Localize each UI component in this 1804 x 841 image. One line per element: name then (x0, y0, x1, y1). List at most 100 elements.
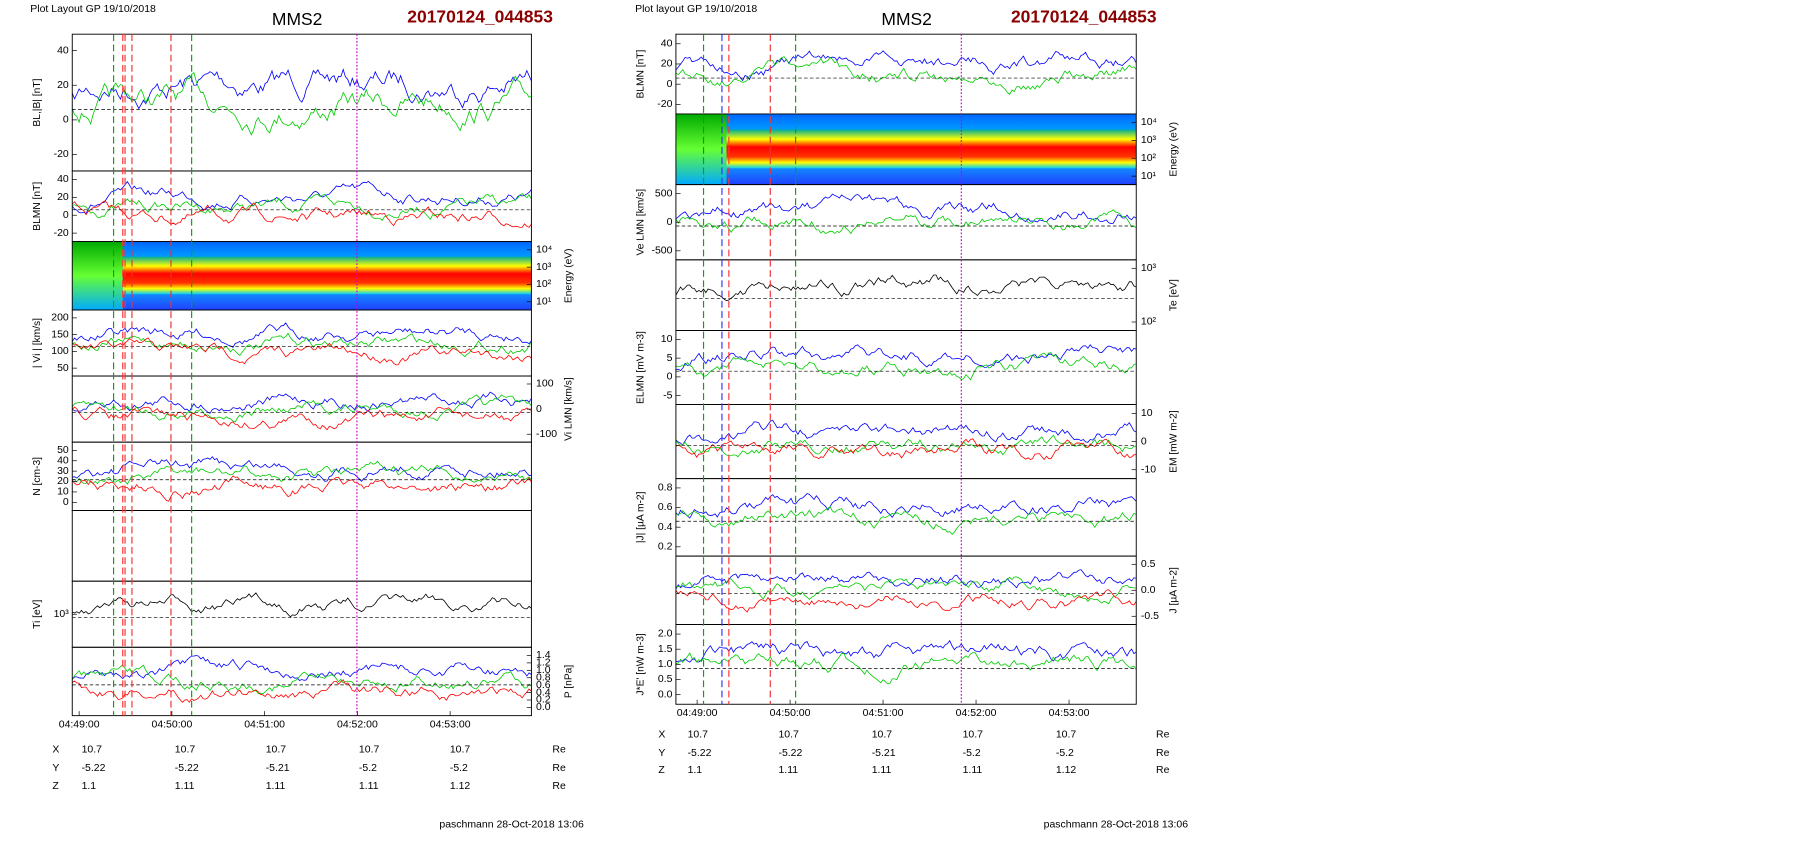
y-axis-label: Ti [eV] (32, 600, 43, 629)
ephemeris-value: -5.2 (963, 748, 981, 759)
y-tick-label: 100 (51, 346, 69, 357)
panel-frame (675, 555, 1137, 625)
trace (71, 664, 532, 695)
ephemeris-value: 10.7 (450, 745, 471, 756)
ephemeris-value: 1.1 (688, 765, 703, 776)
trace (675, 56, 1137, 95)
x-tick-label: 04:52:00 (337, 720, 378, 731)
ephemeris-value: 10.7 (175, 745, 196, 756)
y-tick-label: 20 (661, 59, 673, 70)
y-tick-label: -500 (651, 246, 672, 257)
layout-label: Plot layout GP 19/10/2018 (635, 4, 757, 15)
y-tick-label: 10¹ (1141, 171, 1157, 182)
spacecraft: MMS2 (272, 9, 322, 29)
trace (72, 193, 532, 222)
footer: paschmann 28-Oct-2018 13:06 (439, 820, 584, 831)
y-tick-label: 40 (57, 174, 69, 185)
ephemeris-value: 1.11 (175, 781, 195, 792)
y-axis-label: BL,|B| [nT] (32, 78, 43, 126)
trace (675, 639, 1137, 663)
x-tick-label: 04:50:00 (770, 708, 811, 719)
y-tick-label: 5 (667, 353, 673, 364)
ephemeris-value: 1.1 (82, 781, 97, 792)
panel-frame (675, 33, 1137, 115)
y-tick-label: 10² (1141, 153, 1157, 164)
trace (675, 576, 1137, 605)
y-tick-label: 0.6 (658, 502, 673, 513)
ephemeris-value: 1.12 (1056, 765, 1077, 776)
trace (675, 209, 1137, 235)
y-axis-label: BLMN [nT] (32, 182, 43, 231)
ephemeris-value: -5.2 (1056, 748, 1074, 759)
y-tick-label: 1.4 (536, 650, 551, 661)
trace (675, 438, 1137, 461)
footer: paschmann 28-Oct-2018 13:06 (1044, 820, 1189, 831)
y-tick-label: 0.4 (658, 522, 673, 533)
y-tick-label: 10⁴ (536, 245, 552, 256)
ephemeris-value: 10.7 (82, 745, 103, 756)
x-tick-label: 04:52:00 (956, 708, 997, 719)
trace (675, 344, 1137, 372)
panel-frame (675, 184, 1137, 261)
ephemeris-value: 1.11 (266, 781, 286, 792)
ephemeris-value: 1.11 (872, 765, 892, 776)
y-tick-label: 10 (661, 334, 673, 345)
panel-frame (675, 404, 1137, 480)
panel-frame (71, 510, 532, 582)
trace (675, 352, 1137, 381)
y-tick-label: -10 (1141, 465, 1156, 476)
y-tick-label: 20 (57, 192, 69, 203)
trace (675, 569, 1137, 590)
trace (675, 193, 1137, 224)
y-tick-label: -20 (54, 149, 69, 160)
ephemeris-value: 1.11 (359, 781, 379, 792)
x-tick-label: 04:53:00 (430, 720, 471, 731)
trace (71, 72, 532, 136)
y-tick-label: 40 (57, 456, 69, 467)
ephemeris-value: 1.12 (450, 781, 471, 792)
y-tick-label: 150 (51, 329, 69, 340)
ephemeris-unit: Re (1156, 748, 1170, 759)
trace (71, 200, 532, 228)
y-tick-label: 2.0 (658, 629, 673, 640)
y-axis-label: P [nPa] (563, 665, 574, 699)
y-tick-label: -20 (54, 228, 69, 239)
y-tick-label: 10² (536, 279, 552, 290)
y-axis-label: Te [eV] (1168, 279, 1179, 311)
y-axis-label: J [µA m-2] (1168, 567, 1179, 613)
y-tick-label: 0.8 (658, 483, 673, 494)
y-tick-label: -0.5 (1141, 611, 1159, 622)
y-tick-label: 10³ (1141, 135, 1157, 146)
layout-label: Plot Layout GP 19/10/2018 (30, 4, 156, 15)
ephemeris-unit: Re (552, 763, 566, 774)
y-axis-label: Ve LMN [km/s] (636, 189, 647, 256)
x-tick-label: 04:50:00 (152, 720, 193, 731)
trace (675, 652, 1137, 685)
spectrogram-pre (72, 241, 123, 310)
panel-frame (71, 580, 532, 648)
y-tick-label: 1.0 (536, 665, 551, 676)
y-tick-label: 0.5 (658, 674, 673, 685)
panel-frame (675, 330, 1137, 406)
ephemeris-value: 10.7 (688, 730, 709, 741)
trace (71, 406, 532, 431)
ephemeris-value: 10.7 (872, 730, 893, 741)
y-tick-label: 1.2 (536, 658, 551, 669)
ephemeris-value: -5.21 (266, 763, 290, 774)
y-tick-label: 30 (57, 466, 69, 477)
y-axis-label: ELMN [mV m-3] (636, 331, 647, 404)
trace (72, 391, 532, 414)
y-tick-label: 20 (57, 476, 69, 487)
spacecraft: MMS2 (881, 9, 931, 29)
y-tick-label: 200 (51, 313, 69, 324)
ephemeris-value: -5.21 (872, 748, 896, 759)
y-tick-label: 0 (536, 404, 542, 415)
spectrogram-band (726, 129, 1137, 169)
trace (675, 589, 1137, 613)
y-axis-label: N [cm-3] (32, 457, 43, 496)
event-id: 20170124_044853 (407, 7, 553, 27)
trace (675, 493, 1137, 519)
y-axis-label: | Vi | [km/s] (32, 318, 43, 368)
y-tick-label: 50 (57, 445, 69, 456)
x-tick-label: 04:53:00 (1049, 708, 1090, 719)
